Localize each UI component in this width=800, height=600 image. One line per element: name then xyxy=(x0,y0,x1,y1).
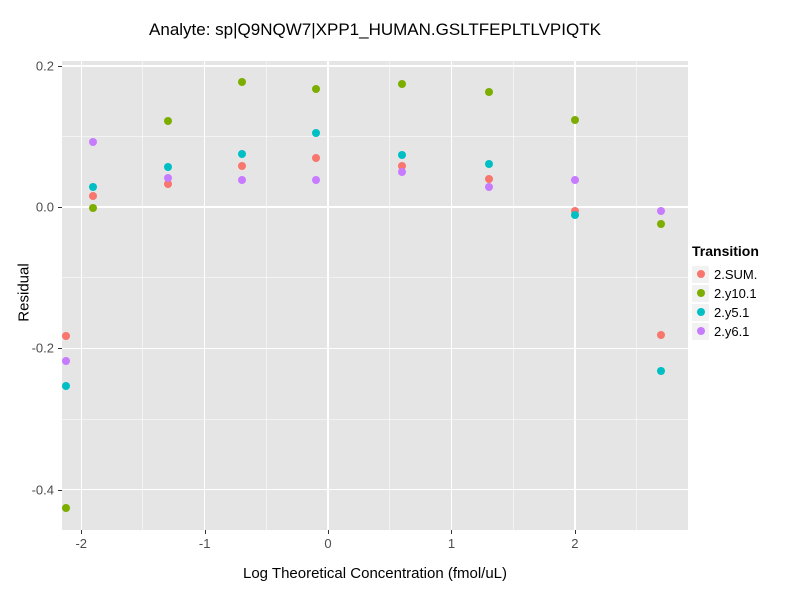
data-point xyxy=(163,179,172,188)
data-point xyxy=(237,150,246,159)
data-point xyxy=(62,332,70,341)
legend-item-label: 2.SUM. xyxy=(714,266,758,282)
legend-key xyxy=(692,284,709,302)
gridline-minor-h xyxy=(62,418,688,420)
x-tick-mark xyxy=(328,530,330,534)
gridline-minor-v xyxy=(265,61,267,530)
y-tick-label: 0.2 xyxy=(35,58,54,74)
legend: Transition 2.SUM. 2.y10.1 2.y5.1 2.y6.1 xyxy=(692,243,759,341)
legend-item-label: 2.y10.1 xyxy=(714,285,757,301)
data-point xyxy=(657,367,666,376)
data-point xyxy=(312,154,321,163)
gridline-minor-v xyxy=(636,61,638,530)
gridline-major-h xyxy=(62,347,688,350)
legend-key xyxy=(692,303,709,321)
data-point xyxy=(237,176,246,185)
data-point xyxy=(570,210,579,219)
data-point xyxy=(312,84,321,93)
legend-dot-icon xyxy=(696,289,705,297)
legend-dot-icon xyxy=(696,327,705,335)
data-point xyxy=(62,357,70,366)
legend-dot-icon xyxy=(696,270,705,278)
gridline-minor-v xyxy=(512,61,514,530)
data-point xyxy=(163,162,172,171)
data-point xyxy=(237,78,246,87)
data-point xyxy=(312,129,321,138)
data-point xyxy=(89,137,98,146)
data-point xyxy=(163,173,172,182)
x-axis-label: Log Theoretical Concentration (fmol/uL) xyxy=(242,565,508,582)
gridline-major-h xyxy=(62,65,688,67)
y-tick-mark xyxy=(58,65,62,67)
data-point xyxy=(62,381,70,390)
x-tick-mark xyxy=(204,530,206,534)
gridline-minor-h xyxy=(62,277,688,279)
x-tick-label: 0 xyxy=(324,536,332,551)
plot-title: Analyte: sp|Q9NQW7|XPP1_HUMAN.GSLTFEPLTL… xyxy=(149,20,601,39)
x-tick-label: -2 xyxy=(75,536,88,551)
data-point xyxy=(484,88,493,97)
legend-item: 2.y10.1 xyxy=(692,284,759,302)
legend-key xyxy=(692,322,709,340)
data-point xyxy=(570,116,579,125)
data-point xyxy=(570,176,579,185)
data-point xyxy=(237,162,246,171)
legend-item: 2.y6.1 xyxy=(692,322,759,340)
legend-item-label: 2.y5.1 xyxy=(714,304,750,320)
data-point xyxy=(484,182,493,191)
legend-item: 2.SUM. xyxy=(692,265,759,283)
x-tick-label: -1 xyxy=(198,536,211,551)
y-tick-label: 0.0 xyxy=(35,199,54,215)
x-tick-mark xyxy=(574,530,576,534)
y-tick-mark xyxy=(58,489,62,491)
data-point xyxy=(657,220,666,229)
gridline-major-v xyxy=(80,61,82,530)
x-tick-label: 1 xyxy=(447,536,456,551)
data-point xyxy=(89,191,98,200)
data-point xyxy=(62,504,70,513)
gridline-minor-v xyxy=(142,61,144,530)
data-point xyxy=(657,331,666,340)
data-point xyxy=(398,167,407,176)
data-point xyxy=(398,80,407,89)
x-tick-mark xyxy=(451,530,453,534)
data-point xyxy=(570,206,579,215)
data-point xyxy=(312,176,321,185)
data-point xyxy=(398,161,407,170)
legend-title: Transition xyxy=(692,243,759,259)
gridline-minor-h xyxy=(62,136,688,138)
legend-items: 2.SUM. 2.y10.1 2.y5.1 2.y6.1 xyxy=(692,265,759,340)
y-tick-mark xyxy=(58,348,62,350)
y-tick-label: -0.4 xyxy=(31,482,54,498)
x-tick-mark xyxy=(81,530,83,534)
gridline-major-v xyxy=(203,61,206,530)
data-point xyxy=(89,182,98,191)
gridline-major-h xyxy=(62,206,688,208)
data-point xyxy=(89,203,98,212)
data-point xyxy=(163,117,172,126)
data-point xyxy=(484,160,493,169)
data-point xyxy=(484,174,493,183)
legend-dot-icon xyxy=(696,308,705,316)
data-point xyxy=(398,150,407,159)
gridline-minor-v xyxy=(389,61,391,530)
x-tick-label: 2 xyxy=(571,536,579,551)
gridline-major-v xyxy=(327,61,329,530)
data-point xyxy=(657,206,666,215)
plot-panel xyxy=(62,61,688,530)
legend-item: 2.y5.1 xyxy=(692,303,759,321)
y-tick-label: -0.2 xyxy=(31,340,54,356)
gridline-major-v xyxy=(450,61,453,530)
legend-item-label: 2.y6.1 xyxy=(714,323,750,339)
y-tick-mark xyxy=(58,207,62,209)
gridline-major-v xyxy=(574,61,576,530)
legend-key xyxy=(692,265,709,283)
gridline-major-h xyxy=(62,488,688,491)
